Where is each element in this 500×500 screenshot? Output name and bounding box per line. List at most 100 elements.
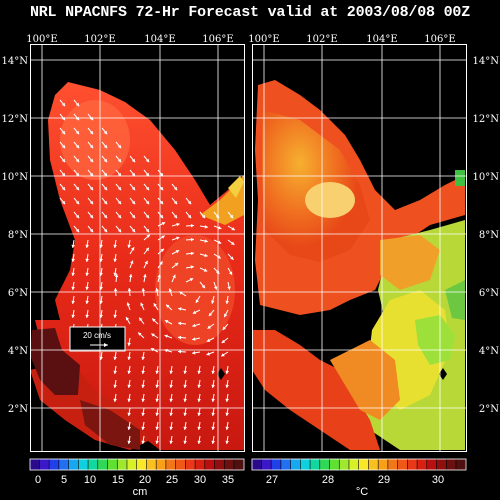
current-arrowhead <box>71 314 75 318</box>
colorbar-swatch <box>224 459 234 470</box>
current-arrowhead <box>169 426 173 430</box>
current-arrowhead <box>155 384 159 388</box>
current-arrowhead <box>127 440 131 444</box>
current-arrowhead <box>207 325 211 329</box>
current-arrowhead <box>71 244 75 248</box>
current-arrowhead <box>164 320 169 324</box>
current-arrowhead <box>222 326 226 330</box>
lon-label-100-left: 100°E <box>26 34 57 45</box>
current-arrowhead <box>153 303 157 307</box>
current-arrowhead <box>221 353 225 357</box>
current-arrowhead <box>117 172 122 177</box>
colorbar-swatch <box>281 459 291 470</box>
colorbar-swatch <box>261 459 271 470</box>
current-arrowhead <box>89 200 94 205</box>
current-arrowhead <box>75 144 80 149</box>
current-arrowhead <box>85 314 89 318</box>
current-arrowhead <box>197 412 201 416</box>
forecast-title: NRL NPACNFS 72-Hr Forecast valid at 2003… <box>29 4 471 21</box>
current-arrowhead <box>217 240 222 244</box>
colorbar-swatch <box>417 459 427 470</box>
current-arrowhead <box>211 426 215 430</box>
left-coastal-dark-2 <box>80 400 140 450</box>
current-arrowhead <box>89 228 94 233</box>
current-arrowhead <box>176 236 180 240</box>
current-arrowhead <box>141 356 145 360</box>
current-arrowhead <box>141 426 145 430</box>
colorbar-swatch <box>30 459 40 470</box>
colorbar-swatch <box>427 459 437 470</box>
left-colorbar-ticks: 0 5 10 15 20 25 30 35 cm <box>35 474 234 498</box>
current-arrowhead <box>183 412 187 416</box>
current-arrowhead <box>103 214 108 219</box>
current-arrowhead <box>230 256 234 260</box>
current-arrowhead <box>75 158 80 163</box>
left-colorbar <box>29 458 245 471</box>
lat-label-2-right: 2°N <box>479 404 499 415</box>
colorbar-swatch <box>146 459 156 470</box>
current-arrowhead <box>141 398 145 402</box>
current-arrowhead <box>229 214 234 219</box>
current-arrowhead <box>117 214 122 219</box>
grid-lines <box>31 45 466 451</box>
current-arrowhead <box>61 102 66 107</box>
current-arrowhead <box>145 200 150 205</box>
current-arrowhead <box>61 116 66 121</box>
current-arrowhead <box>127 398 131 402</box>
current-arrowhead <box>85 300 89 304</box>
current-arrowhead <box>192 337 196 341</box>
current-arrowhead <box>141 370 145 374</box>
colorbar-swatch <box>78 459 88 470</box>
current-arrowhead <box>89 186 94 191</box>
colorbar-swatch <box>271 459 281 470</box>
scale-label: 20 cm/s <box>83 331 111 340</box>
left-coastal-dark <box>30 328 80 395</box>
lat-label-4-left: 4°N <box>8 346 28 357</box>
cb-right-unit: °C <box>356 486 368 498</box>
current-arrowhead <box>151 333 155 337</box>
right-orange-mid <box>380 235 440 290</box>
cb-left-unit: cm <box>133 486 148 498</box>
cb-left-tick-25: 25 <box>166 474 178 486</box>
colorbar-swatch <box>117 459 127 470</box>
current-arrowhead <box>204 239 208 243</box>
current-arrowhead <box>197 384 201 388</box>
lat-labels-right: 14°N 12°N 10°N 8°N 6°N 4°N 2°N <box>473 56 500 415</box>
current-arrowhead <box>225 398 229 402</box>
colorbar-swatch <box>205 459 215 470</box>
scale-box <box>69 326 126 352</box>
current-arrowhead <box>61 200 66 205</box>
lat-label-10-left: 10°N <box>2 172 29 183</box>
current-arrowhead <box>75 130 80 135</box>
lon-label-100-right: 100°E <box>248 34 279 45</box>
current-arrowhead <box>225 426 229 430</box>
current-arrowhead <box>127 288 132 292</box>
colorbar-swatch <box>137 459 147 470</box>
current-arrowhead <box>128 274 133 278</box>
current-arrowhead <box>178 349 182 354</box>
current-arrowhead <box>155 288 159 292</box>
right-marker <box>439 368 447 380</box>
current-arrowhead <box>141 288 146 292</box>
current-arrowhead <box>168 288 173 292</box>
current-arrowhead <box>113 356 117 360</box>
current-arrowhead <box>183 370 187 374</box>
current-arrowhead <box>169 384 173 388</box>
lat-labels-left: 14°N 12°N 10°N 8°N 6°N 4°N 2°N <box>2 56 29 415</box>
current-arrowhead <box>131 214 136 219</box>
current-arrowhead <box>146 234 150 238</box>
current-arrowhead <box>175 250 180 254</box>
current-arrowhead <box>126 317 130 321</box>
current-arrowhead <box>173 214 178 219</box>
current-arrowhead <box>140 302 144 307</box>
current-arrowhead <box>228 271 233 275</box>
current-arrowhead <box>89 144 94 149</box>
right-green-patch <box>415 315 455 365</box>
current-arrowhead <box>145 172 150 177</box>
current-arrowhead <box>173 200 178 205</box>
colorbar-swatch <box>214 459 224 470</box>
current-arrowhead <box>211 398 215 402</box>
current-arrowhead <box>75 186 80 191</box>
current-arrowhead <box>211 384 215 388</box>
cb-left-tick-15: 15 <box>112 474 124 486</box>
